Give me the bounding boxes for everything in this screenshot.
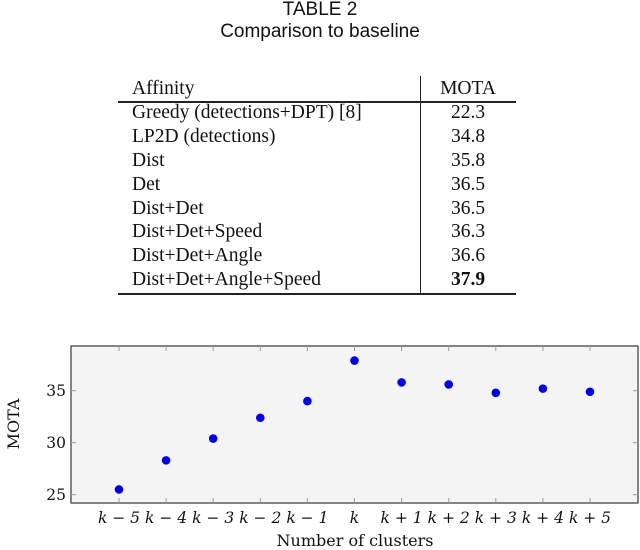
mota-cell: 22.3 — [450, 102, 486, 123]
x-tick-label: k − 4 — [145, 509, 187, 527]
table-label: TABLE 2 — [282, 0, 358, 20]
y-tick-label: 30 — [46, 434, 66, 452]
table-row: Dist+Det+Angle+Speed 37.9 — [118, 268, 516, 292]
data-point — [255, 413, 265, 423]
x-tick-label: k — [350, 509, 359, 527]
affinity-cell: Dist+Det+Speed — [132, 221, 263, 243]
mota-cell: 36.6 — [450, 245, 486, 267]
affinity-cell: LP2D (detections) — [132, 125, 276, 147]
mota-cell: 35.8 — [450, 149, 486, 171]
header-mota: MOTA — [440, 78, 496, 99]
comparison-table: Affinity MOTA Greedy (detections+DPT) [8… — [118, 76, 516, 292]
x-tick-label: k + 5 — [569, 509, 611, 527]
data-point — [397, 378, 406, 387]
x-tick-label: k − 2 — [239, 509, 281, 527]
table-header-row: Affinity MOTA — [118, 76, 516, 101]
affinity-cell: Det — [132, 173, 161, 195]
x-tick-label: k + 1 — [381, 509, 423, 527]
data-point — [538, 384, 548, 393]
table-bottom-rule — [118, 293, 516, 295]
data-point — [350, 356, 359, 365]
x-ticks: k − 5 k − 4 k − 3 k − 2 k − 1 k k + 1 k + 2 k + … — [98, 346, 611, 527]
data-points — [114, 356, 595, 494]
table-row: Dist 35.8 — [118, 149, 516, 173]
affinity-cell: Dist+Det+Angle+Speed — [132, 269, 321, 291]
table-row: Dist+Det+Speed 36.3 — [118, 220, 516, 244]
y-tick-label: 25 — [46, 486, 66, 504]
header-affinity: Affinity — [132, 78, 195, 99]
table-row: LP2D (detections) 34.8 — [118, 125, 516, 149]
table-header-rule — [118, 101, 516, 103]
affinity-cell: Dist+Det+Angle — [132, 245, 263, 267]
table-column-divider — [419, 76, 421, 294]
mota-cell-best: 37.9 — [450, 269, 486, 291]
data-point — [585, 387, 595, 397]
y-tick-label: 35 — [46, 382, 66, 400]
table-row: Greedy (detections+DPT) [8] 22.3 — [118, 101, 516, 125]
x-tick-label: k − 1 — [286, 509, 328, 527]
affinity-cell: Dist — [132, 149, 165, 171]
y-ticks: 25 30 35 — [46, 382, 638, 504]
data-point — [491, 388, 501, 398]
x-tick-label: k + 3 — [475, 509, 517, 527]
table-title: Comparison to baseline — [220, 21, 420, 42]
mota-cell: 34.8 — [450, 125, 486, 147]
plot-area — [70, 345, 639, 504]
y-axis-label: MOTA — [4, 398, 23, 449]
affinity-cell: Greedy (detections+DPT) [8] — [132, 102, 362, 123]
data-point — [161, 456, 171, 465]
x-tick-label: k + 4 — [522, 509, 564, 527]
mota-cell: 36.5 — [450, 197, 486, 219]
x-axis-label: Number of clusters — [277, 531, 434, 550]
mota-cell: 36.5 — [450, 173, 486, 195]
table-row: Det 36.5 — [118, 173, 516, 197]
data-point — [208, 434, 218, 443]
x-tick-label: k − 3 — [192, 509, 234, 527]
affinity-cell: Dist+Det — [132, 197, 204, 219]
data-point — [114, 485, 124, 494]
mota-cell: 36.3 — [450, 221, 486, 243]
data-point — [303, 396, 312, 406]
x-tick-label: k + 2 — [428, 509, 470, 527]
table-row: Dist+Det 36.5 — [118, 197, 516, 221]
table-row: Dist+Det+Angle 36.6 — [118, 244, 516, 268]
data-point — [444, 380, 454, 389]
x-tick-label: k − 5 — [98, 509, 140, 527]
